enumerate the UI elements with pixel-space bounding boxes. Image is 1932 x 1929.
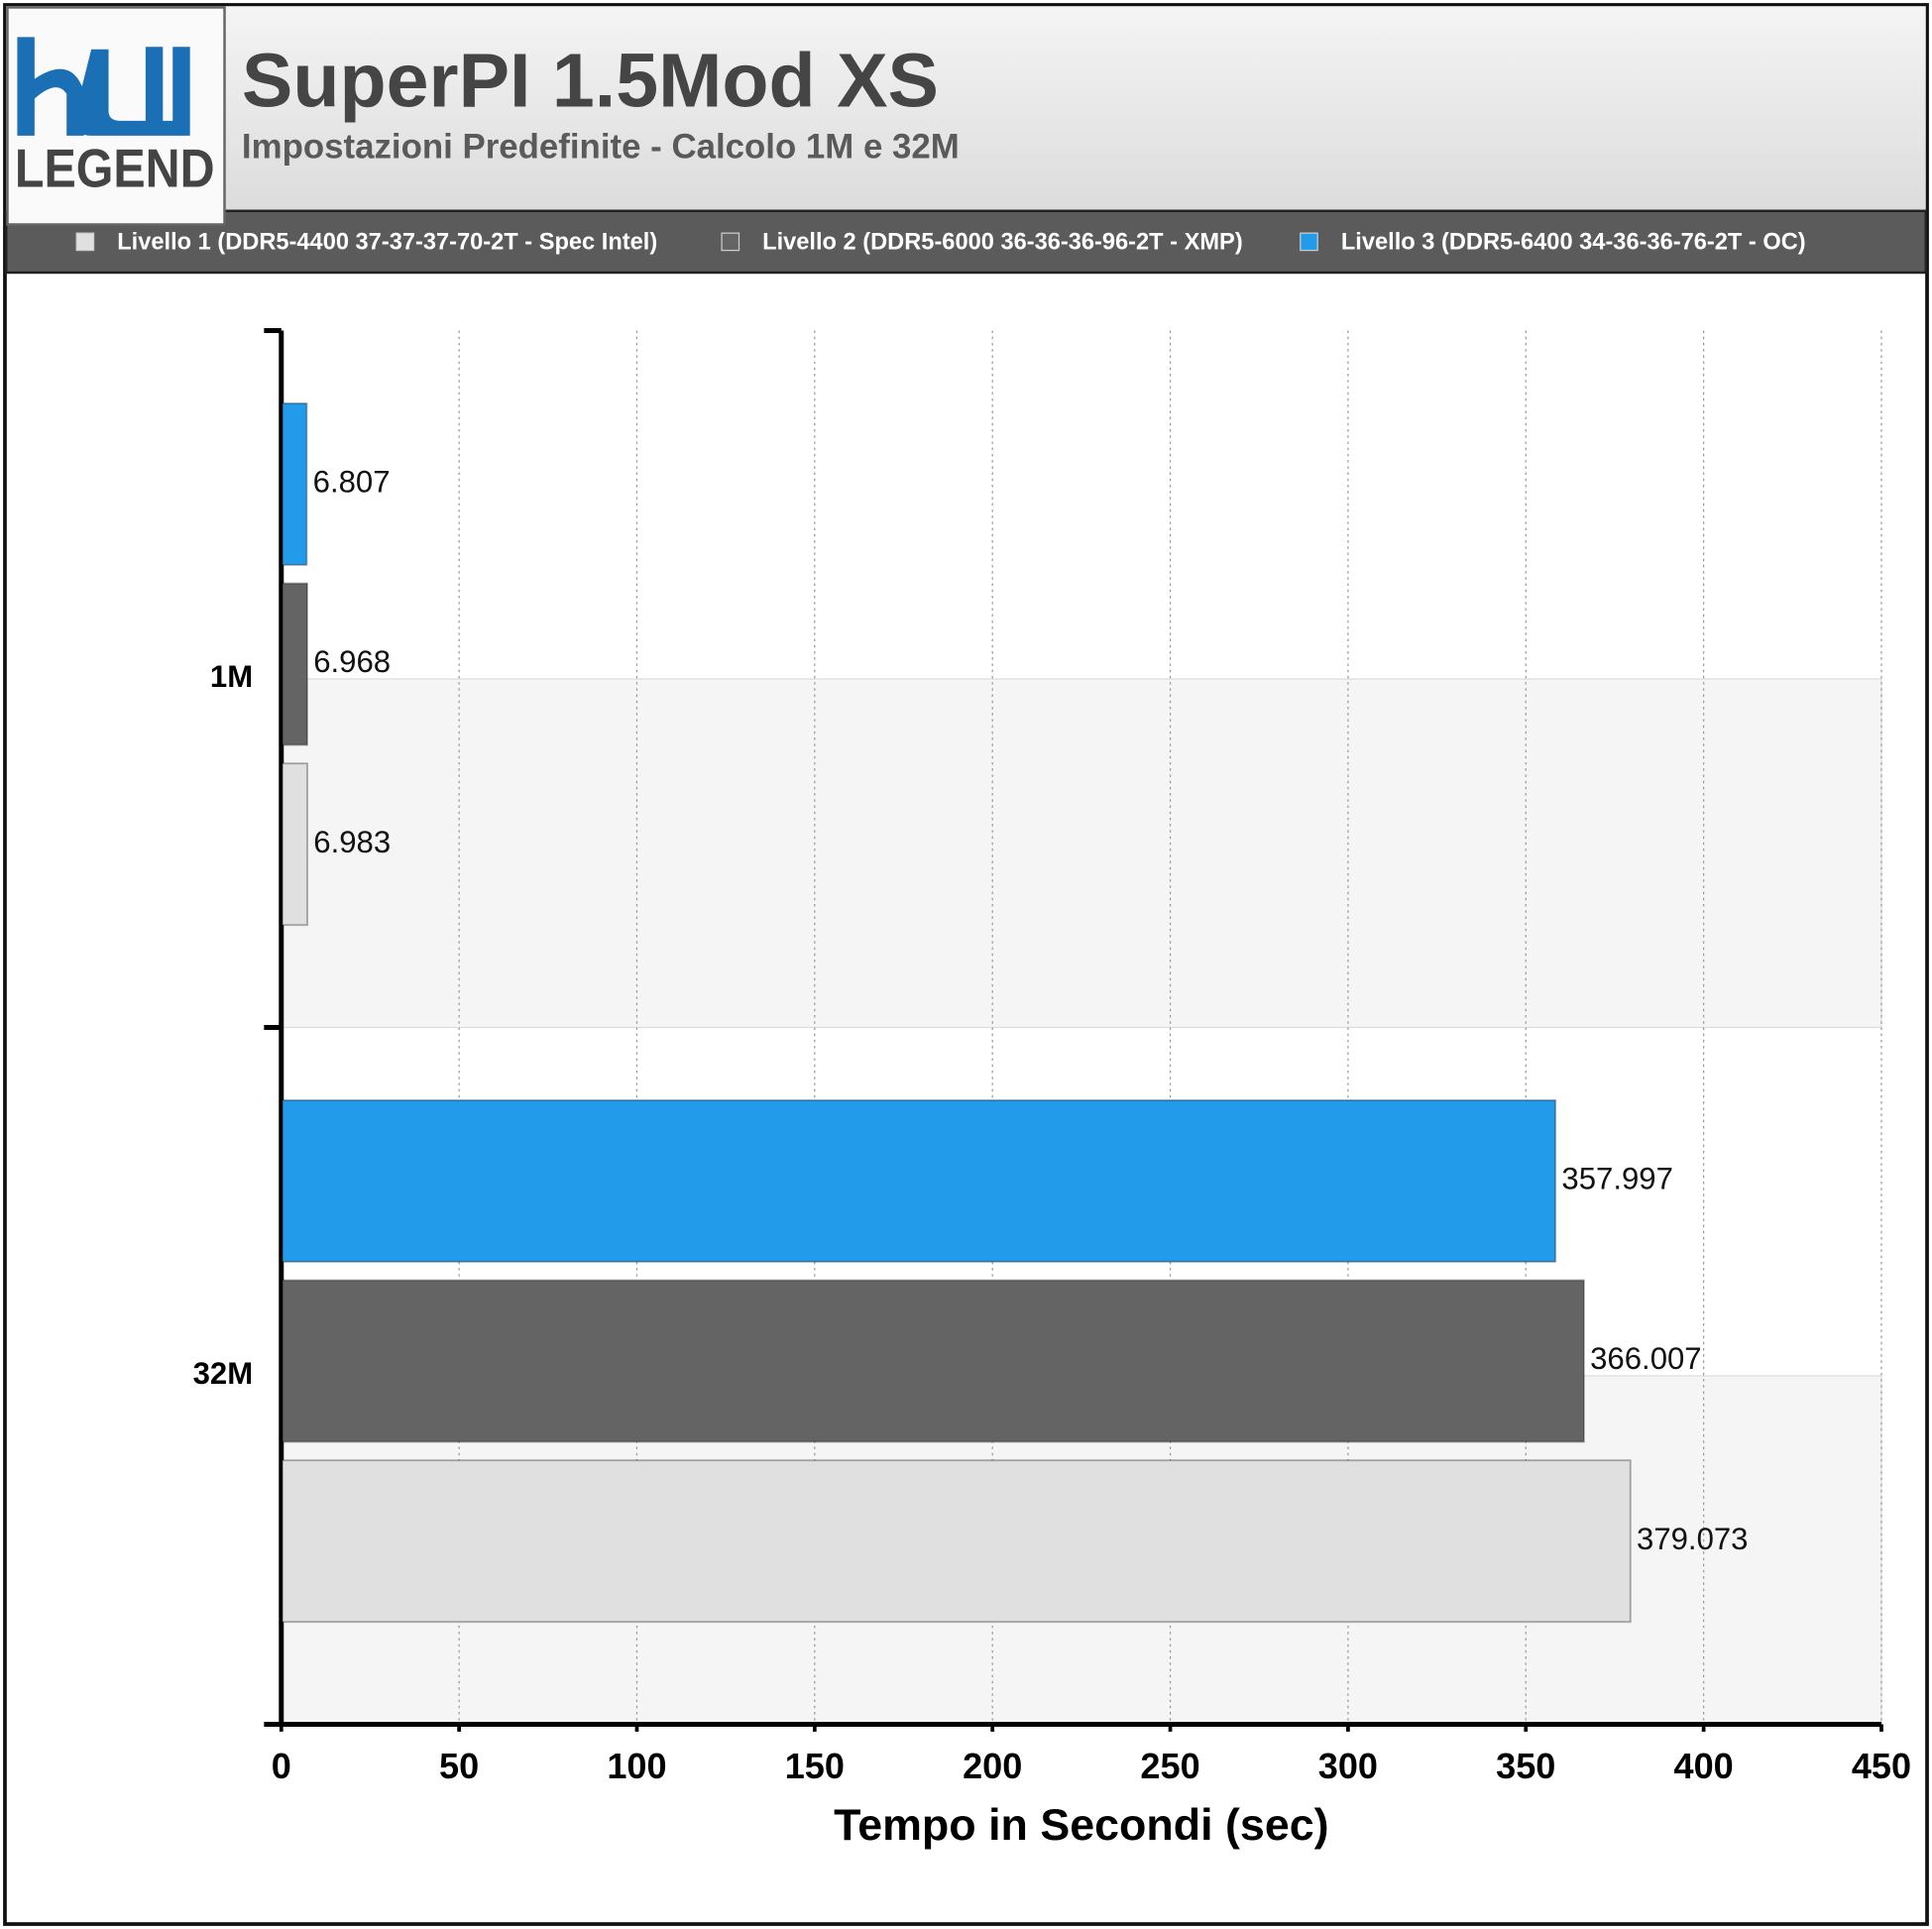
value-label: 366.007	[1590, 1341, 1701, 1376]
bar	[282, 582, 308, 746]
bar	[282, 762, 308, 927]
legend-label: Livello 3 (DDR5-6400 34-36-36-76-2T - OC…	[1341, 229, 1806, 255]
legend-bar	[4, 209, 1928, 275]
legend-swatch	[75, 232, 95, 252]
y-tick-label: 32M	[193, 1356, 254, 1391]
x-tick-label: 300	[1318, 1746, 1378, 1786]
value-label: 357.997	[1561, 1162, 1672, 1196]
legend-swatch	[1300, 232, 1318, 252]
legend-swatch	[721, 232, 740, 252]
bar	[282, 1098, 1557, 1263]
x-tick-label: 100	[607, 1746, 666, 1786]
legend-label: Livello 1 (DDR5-4400 37-37-37-70-2T - Sp…	[117, 229, 657, 255]
header	[6, 6, 1926, 211]
x-tick-label: 50	[439, 1746, 479, 1786]
legend-label: Livello 2 (DDR5-6000 36-36-36-96-2T - XM…	[762, 229, 1243, 255]
x-tick-label: 250	[1140, 1746, 1199, 1786]
bar	[282, 401, 308, 566]
y-tick-label: 1M	[210, 659, 253, 694]
x-tick-label: 450	[1852, 1746, 1911, 1786]
x-tick-label: 350	[1496, 1746, 1555, 1786]
value-label: 6.807	[313, 465, 391, 500]
logo-mark	[17, 37, 190, 136]
chart-subtitle: Impostazioni Predefinite - Calcolo 1M e …	[242, 128, 960, 167]
x-axis-title: Tempo in Secondi (sec)	[834, 1800, 1328, 1850]
value-label: 6.968	[313, 644, 391, 679]
plot-stripe	[281, 678, 1882, 1029]
bar	[282, 1279, 1585, 1443]
x-tick-label: 200	[963, 1746, 1022, 1786]
value-label: 6.983	[313, 825, 391, 859]
x-tick-label: 0	[272, 1746, 291, 1786]
x-tick-label: 150	[785, 1746, 845, 1786]
logo-text: LEGEND	[15, 138, 215, 199]
chart-title: SuperPI 1.5Mod XS	[242, 38, 939, 123]
x-tick-label: 400	[1674, 1746, 1734, 1786]
value-label: 379.073	[1637, 1522, 1748, 1556]
bar	[282, 1459, 1632, 1624]
